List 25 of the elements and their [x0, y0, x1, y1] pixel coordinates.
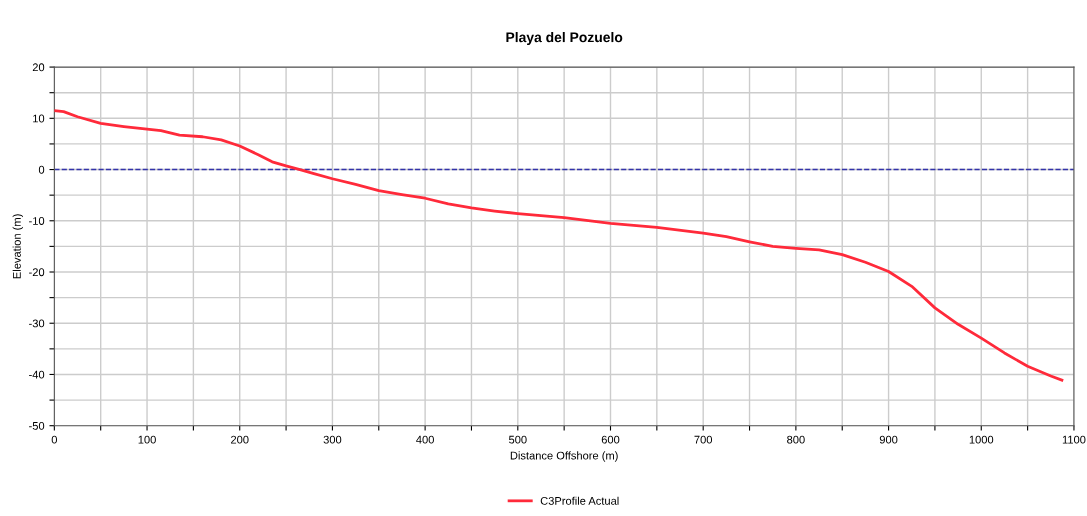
y-tick-label: -50 [29, 421, 45, 430]
x-tick-label: 100 [138, 435, 156, 444]
x-tick-label: 500 [508, 435, 527, 444]
y-axis-title: Elevation (m) [12, 214, 24, 279]
x-tick-label: 400 [416, 435, 434, 444]
chart-title: Playa del Pozuelo [506, 32, 623, 45]
x-tick-label: 700 [694, 435, 713, 444]
x-tick-label: 1100 [1062, 435, 1086, 444]
y-tick-label: 20 [32, 63, 45, 72]
y-tick-label: 10 [33, 114, 45, 123]
x-tick-label: 600 [601, 435, 620, 444]
x-tick-label: 300 [323, 435, 342, 444]
x-tick-label: 1000 [969, 435, 994, 444]
x-tick-label: 900 [879, 435, 898, 444]
x-axis-title: Distance Offshore (m) [510, 451, 618, 462]
y-tick-label: -40 [29, 370, 45, 379]
line-series [54, 109, 1064, 382]
legend-label: C3Profile Actual [540, 496, 619, 505]
y-tick-label: -30 [29, 319, 45, 328]
y-tick-label: -20 [29, 268, 45, 277]
y-tick-label: 0 [38, 165, 45, 174]
x-tick-label: 0 [51, 435, 58, 444]
x-tick-label: 200 [231, 435, 249, 444]
x-tick-label: 800 [787, 435, 805, 444]
y-tick-label: -10 [29, 217, 45, 225]
